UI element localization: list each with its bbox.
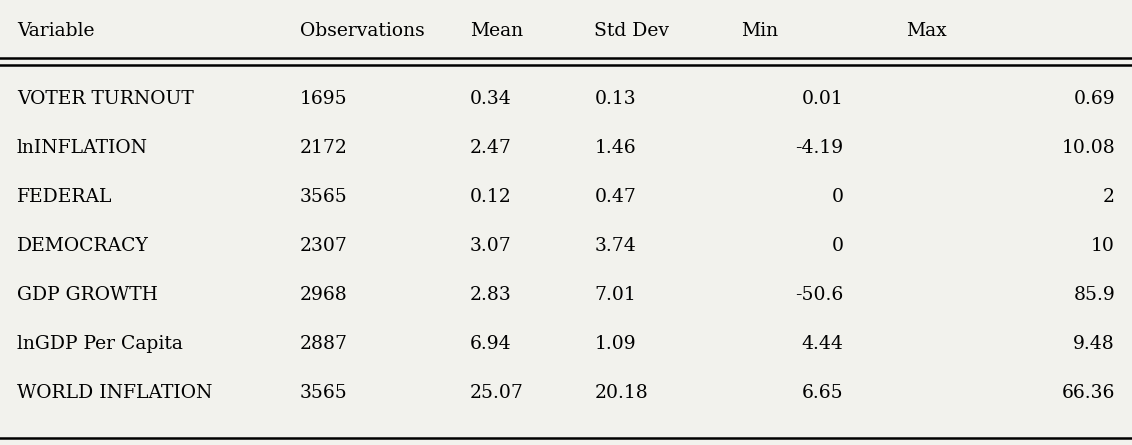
Text: 1.09: 1.09 xyxy=(594,335,636,353)
Text: WORLD INFLATION: WORLD INFLATION xyxy=(17,384,213,402)
Text: 0.34: 0.34 xyxy=(470,90,512,108)
Text: 6.65: 6.65 xyxy=(801,384,843,402)
Text: 2307: 2307 xyxy=(300,237,348,255)
Text: lnINFLATION: lnINFLATION xyxy=(17,139,148,157)
Text: 2172: 2172 xyxy=(300,139,348,157)
Text: 3565: 3565 xyxy=(300,384,348,402)
Text: 3.07: 3.07 xyxy=(470,237,512,255)
Text: 0.12: 0.12 xyxy=(470,188,512,206)
Text: DEMOCRACY: DEMOCRACY xyxy=(17,237,148,255)
Text: 0: 0 xyxy=(831,188,843,206)
Text: 0: 0 xyxy=(831,237,843,255)
Text: 20.18: 20.18 xyxy=(594,384,648,402)
Text: 2.83: 2.83 xyxy=(470,286,512,304)
Text: 25.07: 25.07 xyxy=(470,384,524,402)
Text: 3.74: 3.74 xyxy=(594,237,636,255)
Text: 2.47: 2.47 xyxy=(470,139,512,157)
Text: Max: Max xyxy=(906,22,946,40)
Text: GDP GROWTH: GDP GROWTH xyxy=(17,286,157,304)
Text: 0.01: 0.01 xyxy=(801,90,843,108)
Text: 66.36: 66.36 xyxy=(1062,384,1115,402)
Text: 2: 2 xyxy=(1103,188,1115,206)
Text: Min: Min xyxy=(741,22,779,40)
Text: Std Dev: Std Dev xyxy=(594,22,669,40)
Text: -50.6: -50.6 xyxy=(795,286,843,304)
Text: 1.46: 1.46 xyxy=(594,139,636,157)
Text: 6.94: 6.94 xyxy=(470,335,512,353)
Text: FEDERAL: FEDERAL xyxy=(17,188,112,206)
Text: lnGDP Per Capita: lnGDP Per Capita xyxy=(17,335,183,353)
Text: 2968: 2968 xyxy=(300,286,348,304)
Text: 9.48: 9.48 xyxy=(1073,335,1115,353)
Text: Observations: Observations xyxy=(300,22,424,40)
Text: 2887: 2887 xyxy=(300,335,348,353)
Text: Variable: Variable xyxy=(17,22,94,40)
Text: 0.13: 0.13 xyxy=(594,90,636,108)
Text: VOTER TURNOUT: VOTER TURNOUT xyxy=(17,90,194,108)
Text: 85.9: 85.9 xyxy=(1073,286,1115,304)
Text: 0.47: 0.47 xyxy=(594,188,636,206)
Text: -4.19: -4.19 xyxy=(795,139,843,157)
Text: 3565: 3565 xyxy=(300,188,348,206)
Text: 1695: 1695 xyxy=(300,90,348,108)
Text: Mean: Mean xyxy=(470,22,523,40)
Text: 4.44: 4.44 xyxy=(801,335,843,353)
Text: 0.69: 0.69 xyxy=(1073,90,1115,108)
Text: 7.01: 7.01 xyxy=(594,286,636,304)
Text: 10.08: 10.08 xyxy=(1062,139,1115,157)
Text: 10: 10 xyxy=(1091,237,1115,255)
